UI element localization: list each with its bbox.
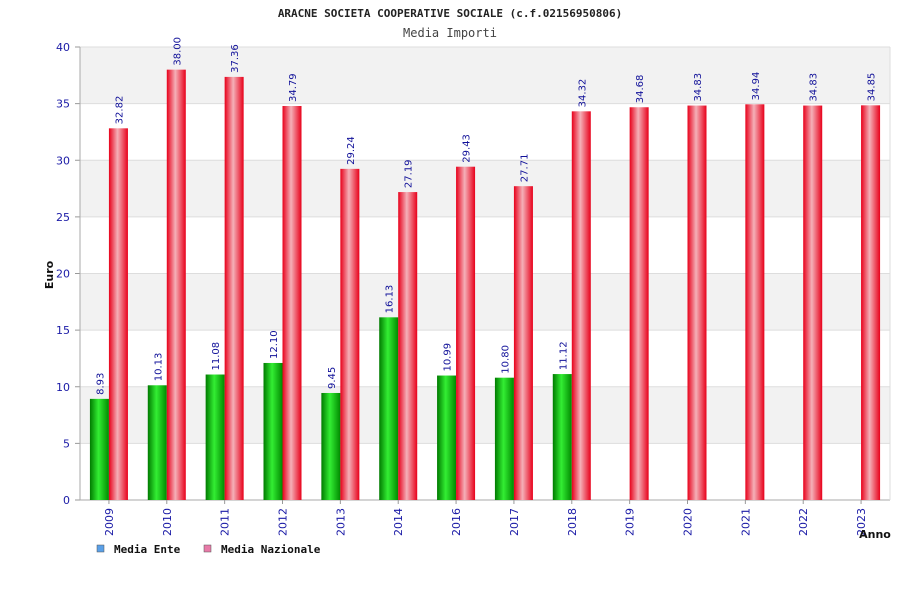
plot-band (80, 103, 890, 161)
bar-media-nazionale (108, 128, 128, 500)
y-tick-label: 0 (63, 494, 70, 507)
bar-media-nazionale (282, 106, 302, 501)
value-label-media-nazionale: 29.43 (462, 134, 473, 163)
value-label-media-ente: 10.99 (443, 343, 454, 372)
bar-media-ente (379, 317, 399, 500)
value-label-media-nazionale: 27.19 (404, 159, 415, 188)
x-tick-label: 2011 (219, 508, 232, 536)
y-tick-label: 25 (56, 211, 70, 224)
value-label-media-ente: 10.13 (153, 353, 164, 382)
plot-band (80, 47, 890, 104)
bar-media-ente (147, 385, 167, 500)
value-label-media-ente: 11.12 (558, 341, 569, 370)
bars (89, 69, 881, 501)
bar-media-ente (263, 362, 283, 500)
bar-media-nazionale (803, 105, 823, 501)
bar-media-ente (321, 392, 341, 500)
x-tick-label: 2020 (682, 508, 695, 536)
y-tick-label: 30 (56, 154, 70, 167)
bar-media-nazionale (629, 107, 649, 501)
value-labels: 8.93 32.82 10.13 38.00 11.08 37.36 12.10 34.79 9… (95, 37, 877, 395)
y-tick-label: 35 (56, 98, 70, 111)
value-label-media-nazionale: 34.94 (751, 72, 762, 101)
x-tick-label: 2023 (855, 508, 868, 536)
y-tick-label: 20 (56, 268, 70, 281)
bar-media-nazionale (456, 166, 476, 500)
value-label-media-nazionale: 29.24 (346, 136, 357, 165)
value-label-media-ente: 11.08 (211, 342, 222, 371)
value-label-media-nazionale: 32.82 (114, 96, 125, 125)
x-tick-label: 2018 (566, 508, 579, 536)
x-tick-label: 2012 (277, 508, 290, 536)
legend-swatch (96, 544, 105, 553)
value-label-media-ente: 8.93 (95, 373, 106, 395)
plot-band (80, 216, 890, 274)
plot-band (80, 443, 890, 500)
axes: 0 5 10 15 20 25 30 35 40 2009 2010 2011 2012 2013 2014… (56, 41, 891, 536)
x-tick-label: 2014 (392, 508, 405, 536)
bar-media-ente (552, 374, 572, 500)
bar-media-nazionale (398, 192, 418, 501)
x-tick-label: 2019 (624, 508, 637, 536)
value-label-media-nazionale: 38.00 (172, 37, 183, 66)
x-tick-label: 2017 (508, 508, 521, 536)
value-label-media-ente: 10.80 (500, 345, 511, 374)
bar-media-ente (494, 377, 514, 500)
plot-band (80, 330, 890, 387)
x-tick-label: 2009 (103, 508, 116, 536)
bar-media-nazionale (861, 105, 881, 500)
x-axis-label: Anno (859, 528, 891, 541)
bar-media-nazionale (513, 186, 533, 500)
bar-media-nazionale (224, 76, 244, 500)
plot-band (80, 160, 890, 217)
bar-media-nazionale (340, 168, 360, 500)
bar-media-ente (437, 375, 457, 500)
value-label-media-nazionale: 27.71 (519, 154, 530, 183)
value-label-media-nazionale: 34.83 (809, 73, 820, 102)
value-label-media-nazionale: 34.32 (577, 79, 588, 108)
y-tick-label: 40 (56, 41, 70, 54)
value-label-media-nazionale: 34.85 (867, 73, 878, 102)
x-tick-label: 2022 (797, 508, 810, 536)
chart-title: ARACNE SOCIETA COOPERATIVE SOCIALE (c.f.… (278, 7, 622, 20)
value-label-media-nazionale: 37.36 (230, 44, 241, 73)
bar-media-nazionale (687, 105, 707, 501)
value-label-media-ente: 12.10 (269, 330, 280, 359)
legend: Media Ente Media Nazionale (96, 543, 321, 556)
legend-label: Media Nazionale (221, 543, 321, 556)
value-label-media-ente: 9.45 (327, 367, 338, 389)
bar-media-nazionale (745, 104, 765, 500)
value-label-media-ente: 16.13 (385, 285, 396, 314)
plot-bands (80, 46, 890, 501)
bar-media-nazionale (166, 69, 186, 501)
y-tick-label: 5 (63, 437, 70, 450)
bar-media-nazionale (571, 111, 591, 501)
bar-media-ente (89, 398, 109, 500)
chart-subtitle: Media Importi (403, 26, 497, 40)
bar-media-ente (205, 374, 225, 500)
x-tick-label: 2010 (161, 508, 174, 536)
plot-band (80, 273, 890, 331)
x-tick-label: 2013 (334, 508, 347, 536)
plot-band (80, 386, 890, 444)
legend-label: Media Ente (114, 543, 181, 556)
x-tick-label: 2016 (450, 508, 463, 536)
x-tick-label: 2021 (739, 508, 752, 536)
y-axis-label: Euro (43, 260, 56, 289)
y-tick-label: 10 (56, 381, 70, 394)
value-label-media-nazionale: 34.79 (288, 73, 299, 102)
legend-swatch (203, 544, 212, 553)
value-label-media-nazionale: 34.83 (693, 73, 704, 102)
value-label-media-nazionale: 34.68 (635, 75, 646, 104)
y-tick-label: 15 (56, 324, 70, 337)
